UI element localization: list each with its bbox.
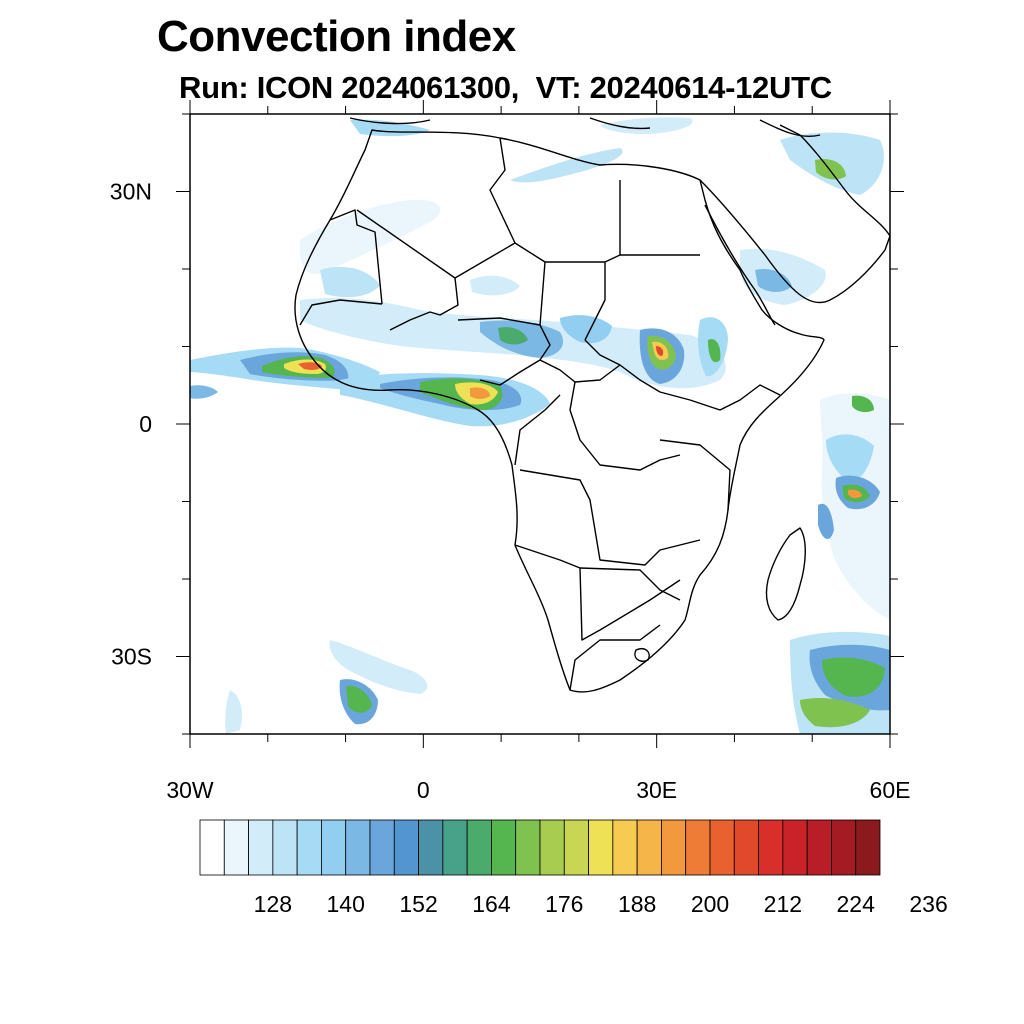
legend-swatch [636,819,662,876]
run-subtitle: Run: ICON 2024061300, VT: 20240614-12UTC [179,70,832,105]
legend-swatch [588,819,614,876]
legend-swatch [709,819,735,876]
legend-swatch [345,819,371,876]
legend-swatch [223,819,249,876]
legend-swatch [272,819,298,876]
legend-swatch [806,819,832,876]
color-legend: 128 140 152 164 176 188 200 212 224 236 [199,819,948,917]
legend-swatch [539,819,565,876]
legend-label: 224 [837,891,876,917]
lon-tick-label: 30W [166,777,214,803]
legend-swatch [199,819,225,876]
legend-swatch [563,819,589,876]
lat-tick-label: 30N [110,179,152,205]
lat-tick-label: 0 [139,411,152,437]
legend-label: 200 [691,891,729,917]
legend-swatch [248,819,274,876]
legend-swatch [296,819,322,876]
legend-label: 152 [399,891,437,917]
legend-label: 128 [254,891,292,917]
legend-label: 236 [909,891,947,917]
map-frame [189,113,891,735]
coastlines [294,117,890,693]
lon-tick-label: 0 [417,777,430,803]
legend-swatch [855,819,881,876]
legend-swatch [685,819,711,876]
legend-swatch [661,819,687,876]
lat-tick-label: 30S [111,644,152,670]
legend-swatch [612,819,638,876]
legend-swatch [782,819,808,876]
legend-swatch [758,819,784,876]
convection-field [190,117,890,734]
lon-tick-label: 30E [636,777,677,803]
legend-swatch [491,819,517,876]
legend-label: 176 [545,891,583,917]
legend-swatch [321,819,347,876]
legend-swatch [369,819,395,876]
legend-swatch [515,819,541,876]
legend-label: 212 [764,891,802,917]
legend-swatch [466,819,492,876]
chart-title: Convection index [157,12,516,61]
legend-swatch [442,819,468,876]
axis-ticks [176,100,904,748]
legend-label: 140 [327,891,365,917]
legend-swatch [418,819,444,876]
legend-swatch [733,819,759,876]
legend-swatch [831,819,857,876]
legend-label: 164 [472,891,511,917]
legend-label: 188 [618,891,656,917]
legend-swatch [393,819,419,876]
axis-tick-labels: 30W 0 30E 60E 30N 0 30S [110,179,911,804]
lon-tick-label: 60E [870,777,911,803]
